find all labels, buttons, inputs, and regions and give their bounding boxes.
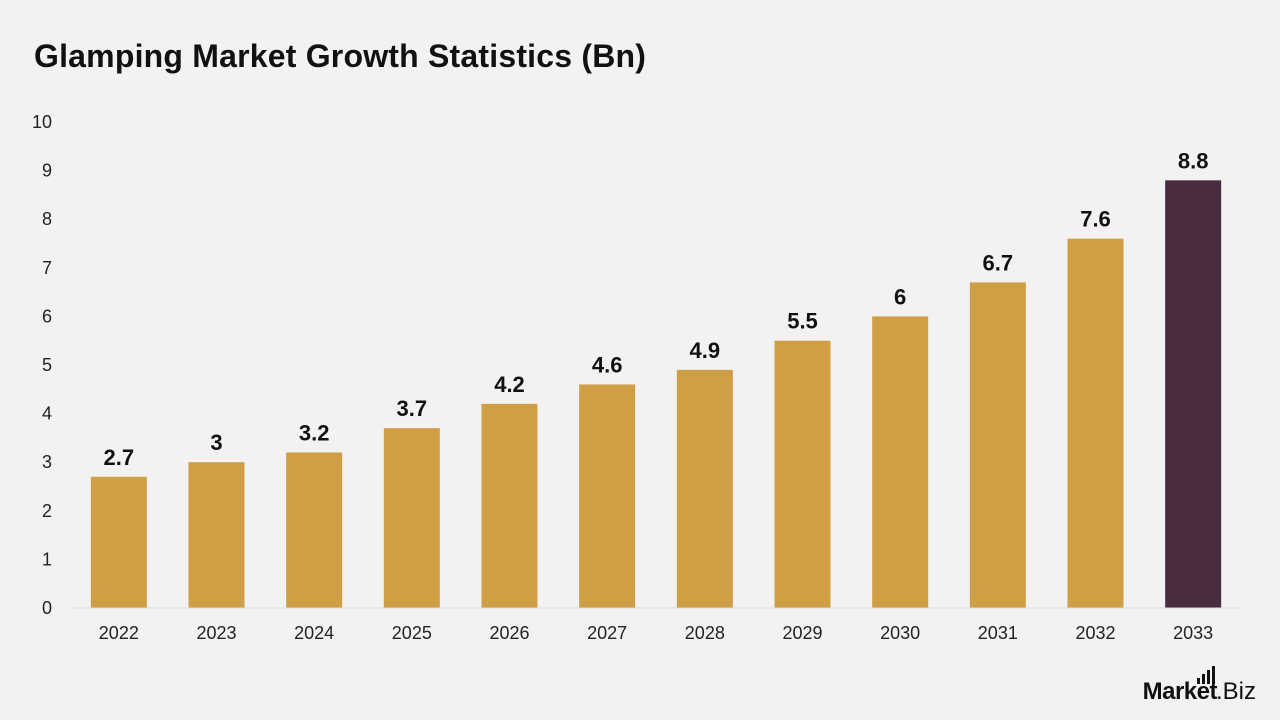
x-tick-label: 2023 [196,623,236,643]
bar-2031 [969,282,1026,608]
x-tick-label: 2031 [978,623,1018,643]
x-tick-label: 2030 [880,623,920,643]
brand-logo: Market .Biz [1143,666,1256,706]
chart-title: Glamping Market Growth Statistics (Bn) [34,38,647,74]
x-tick-label: 2032 [1075,623,1115,643]
data-label: 3.7 [397,396,428,421]
x-tick-label: 2028 [685,623,725,643]
x-tick-label: 2027 [587,623,627,643]
y-axis: 0 1 2 3 4 5 6 7 8 9 10 [32,112,52,618]
data-label: 4.6 [592,352,623,377]
bar-2032 [1067,238,1124,608]
bars-group: 2.7 3 3.2 3.7 4.2 4.6 4.9 5.5 6 6.7 7.6 8.8 [90,148,1222,608]
y-tick-label: 0 [42,598,52,618]
bar-2026 [481,403,538,608]
y-tick-label: 10 [32,112,52,132]
bar-2022 [90,476,147,608]
x-tick-label: 2022 [99,623,139,643]
x-tick-label: 2025 [392,623,432,643]
bar-2023 [188,462,245,608]
y-tick-label: 3 [42,452,52,472]
bar-2033 [1165,180,1222,608]
x-tick-label: 2026 [489,623,529,643]
data-label: 4.9 [690,338,721,363]
data-label: 5.5 [787,309,818,334]
brand-logo-bold-text: Market [1142,678,1218,705]
data-label: 6.7 [983,250,1014,275]
y-tick-label: 2 [42,501,52,521]
data-label: 3 [210,430,222,455]
y-tick-label: 5 [42,355,52,375]
x-tick-label: 2033 [1173,623,1213,643]
brand-logo-regular-text: .Biz [1215,678,1256,705]
data-label: 6 [894,284,906,309]
y-tick-label: 7 [42,258,52,278]
y-tick-label: 6 [42,306,52,326]
x-tick-label: 2024 [294,623,334,643]
y-tick-label: 1 [42,549,52,569]
data-label: 7.6 [1080,207,1111,232]
y-tick-label: 8 [42,209,52,229]
x-axis: 2022 2023 2024 2025 2026 2027 2028 2029 2030 2031… [70,607,1242,643]
data-label: 3.2 [299,420,330,445]
bar-2030 [872,316,929,608]
bar-2027 [579,384,636,608]
y-tick-label: 4 [42,404,52,424]
bar-2024 [286,452,343,608]
bar-2029 [774,340,831,608]
data-label: 8.8 [1178,148,1209,173]
y-tick-label: 9 [42,161,52,181]
data-label: 4.2 [494,372,525,397]
x-tick-label: 2029 [782,623,822,643]
signal-bars-icon [1196,666,1215,684]
bar-2025 [383,428,440,608]
bar-2028 [676,369,733,608]
data-label: 2.7 [104,445,135,470]
